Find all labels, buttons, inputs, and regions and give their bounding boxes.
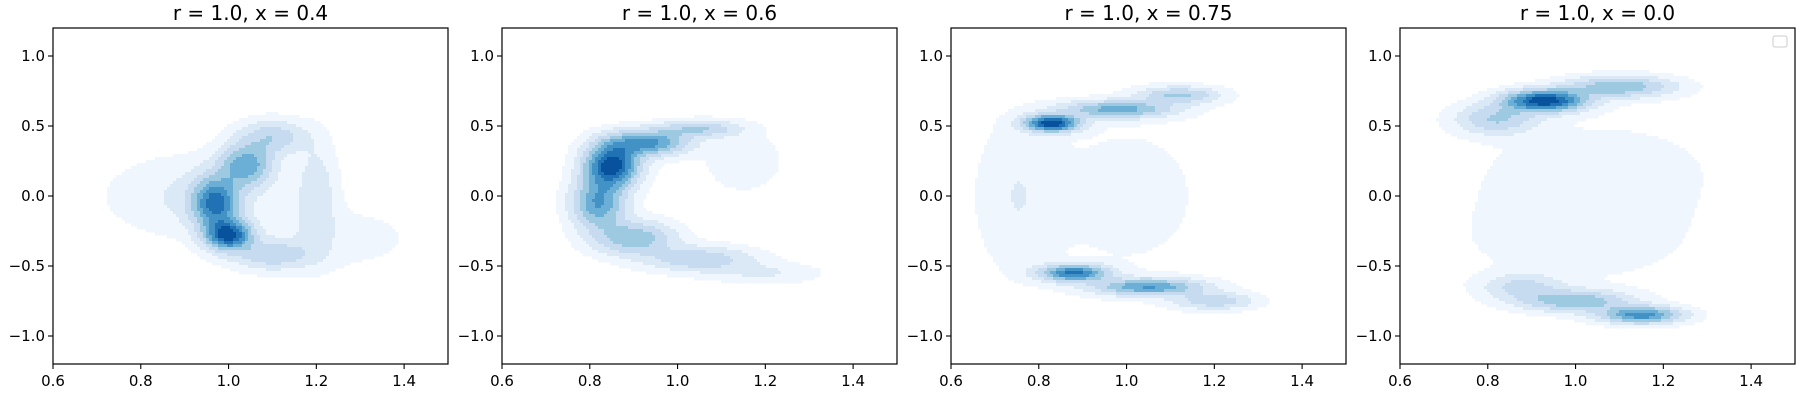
- x-tick-label: 0.8: [578, 372, 602, 390]
- x-tick-label: 0.6: [41, 372, 65, 390]
- y-tick-label: −0.5: [458, 257, 494, 275]
- density-contours: [975, 82, 1270, 314]
- y-tick-label: 0.5: [919, 117, 943, 135]
- x-tick-label: 1.4: [1290, 372, 1314, 390]
- x-tick-label: 1.0: [666, 372, 690, 390]
- x-tick-label: 1.2: [1651, 372, 1675, 390]
- x-tick-label: 1.4: [841, 372, 865, 390]
- x-tick-label: 1.0: [1115, 372, 1139, 390]
- density-contours: [107, 112, 399, 278]
- x-tick-label: 0.8: [129, 372, 153, 390]
- panel-title: r = 1.0, x = 0.4: [173, 1, 328, 25]
- y-tick-label: −1.0: [1356, 327, 1392, 345]
- y-tick-label: −0.5: [907, 257, 943, 275]
- panel-4: r = 1.0, x = 0.0 0.6 0.8 1.0 1.2 1.4 −1.0 −0.5 0…: [1356, 1, 1796, 390]
- y-tick-label: 0.5: [21, 117, 45, 135]
- x-tick-label: 1.0: [217, 372, 241, 390]
- x-tick-label: 1.4: [1739, 372, 1763, 390]
- y-tick-label: 0.0: [919, 187, 943, 205]
- y-tick-label: −0.5: [1356, 257, 1392, 275]
- panel-3: r = 1.0, x = 0.75 0.6 0.8 1.0 1.2 1.4 −1.0 −0.5…: [907, 1, 1347, 390]
- panel-title: r = 1.0, x = 0.75: [1064, 1, 1232, 25]
- y-tick-label: 1.0: [470, 47, 494, 65]
- x-tick-label: 1.4: [392, 372, 416, 390]
- density-contours: [1436, 70, 1707, 329]
- panel-title: r = 1.0, x = 0.6: [622, 1, 777, 25]
- x-tick-label: 0.8: [1476, 372, 1500, 390]
- x-tick-label: 0.8: [1027, 372, 1051, 390]
- y-tick-label: −0.5: [9, 257, 45, 275]
- y-tick-label: 1.0: [21, 47, 45, 65]
- legend-box: [1772, 35, 1788, 48]
- density-contours: [556, 115, 821, 284]
- x-tick-label: 0.6: [490, 372, 514, 390]
- x-tick-label: 1.0: [1564, 372, 1588, 390]
- x-tick-label: 1.2: [1202, 372, 1226, 390]
- y-tick-label: −1.0: [907, 327, 943, 345]
- y-tick-label: 1.0: [1368, 47, 1392, 65]
- x-tick-label: 0.6: [1388, 372, 1412, 390]
- y-tick-label: 0.5: [1368, 117, 1392, 135]
- y-tick-label: 0.0: [1368, 187, 1392, 205]
- x-tick-label: 0.6: [939, 372, 963, 390]
- y-tick-label: −1.0: [9, 327, 45, 345]
- y-tick-label: −1.0: [458, 327, 494, 345]
- y-tick-label: 0.0: [21, 187, 45, 205]
- y-tick-label: 0.5: [470, 117, 494, 135]
- panel-1: r = 1.0, x = 0.4 0.6 0.8 1.0 1.2 1.4 −1.0 −0.5 0…: [9, 1, 449, 390]
- panel-2: r = 1.0, x = 0.6 0.6 0.8 1.0 1.2 1.4 −1.0 −0.5 0…: [458, 1, 898, 390]
- y-tick-label: 1.0: [919, 47, 943, 65]
- x-tick-label: 1.2: [304, 372, 328, 390]
- y-tick-label: 0.0: [470, 187, 494, 205]
- x-tick-label: 1.2: [753, 372, 777, 390]
- panel-title: r = 1.0, x = 0.0: [1520, 1, 1675, 25]
